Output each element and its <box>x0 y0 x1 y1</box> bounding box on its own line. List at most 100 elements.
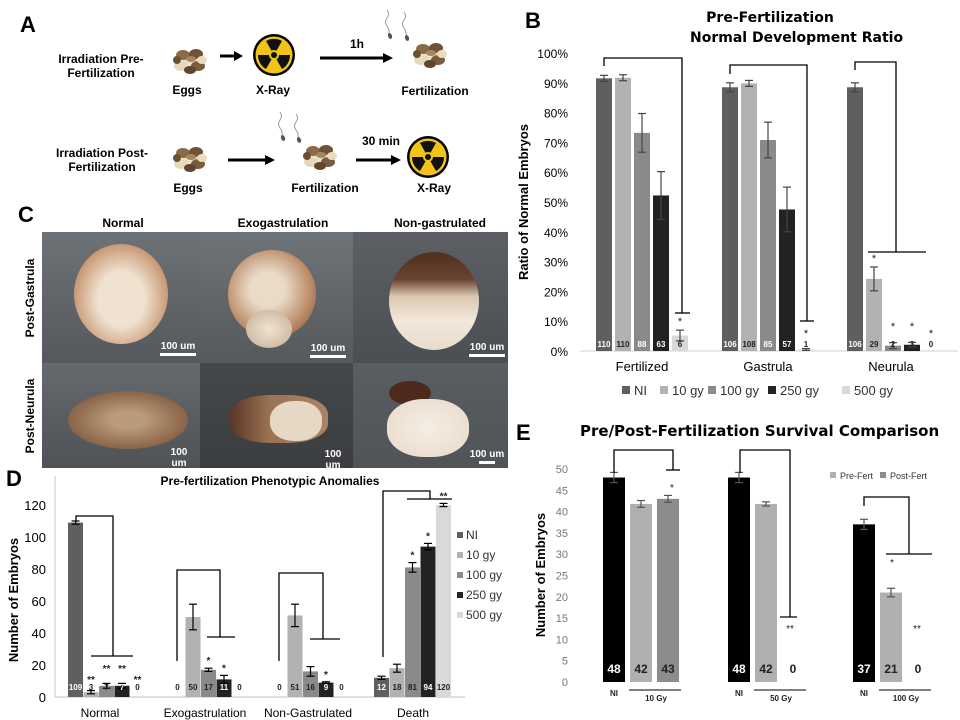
bar-NI-neurula <box>847 87 863 352</box>
significance-star: ** <box>118 664 126 675</box>
row2-label-line1: Irradiation Post- <box>55 146 148 160</box>
x-category-label: Non-Gastrulated <box>264 706 352 720</box>
legend-label: 250 gy <box>780 383 820 398</box>
bar-10gy-exogastrulation <box>185 617 201 697</box>
chart-b: 0% 10% 20% 30% 40% 50% 60% 70% 80% 90% 100% Ratio o… <box>516 47 958 398</box>
y-tick-label: 50% <box>544 196 568 210</box>
photo-column-non-gastrulated: Non-gastrulated <box>393 216 487 230</box>
bar-count-label: 37 <box>857 662 871 676</box>
scale-bar: 100 um <box>469 449 505 464</box>
bar-count-label: 42 <box>634 662 648 676</box>
legend-swatch <box>622 386 630 394</box>
row2-step2: Fertilization <box>291 181 359 195</box>
bar-10gy-gastrula <box>741 83 757 352</box>
row1-arrow-label: 1h <box>349 37 365 51</box>
scale-bar: 100 um <box>310 343 346 358</box>
bar-count-label: 0 <box>790 662 797 676</box>
bar-100gy-normal <box>99 685 114 697</box>
bar-10gy-death <box>389 668 405 697</box>
bar-100gy-fertilized <box>634 132 650 351</box>
y-tick-label: 80% <box>544 107 568 121</box>
y-tick-label: 25 <box>556 571 568 583</box>
bar-count-label: 0 <box>135 683 140 692</box>
bar-10gy-normal <box>83 692 99 697</box>
bar-ni-10gy <box>603 477 625 682</box>
bar-count-label: 63 <box>657 340 666 349</box>
chart-d-title: Pre-fertilization Phenotypic Anomalies <box>160 474 380 488</box>
exo-mass <box>246 310 292 348</box>
bar-post-fert-10gy <box>657 498 679 682</box>
bar-count-label: 16 <box>306 683 315 692</box>
legend-label: 500 gy <box>466 608 502 622</box>
significance-bracket <box>739 449 791 617</box>
bar-250gy-gastrula <box>779 209 795 351</box>
legend-label: 10 gy <box>672 383 704 398</box>
bar-pre-fert-50gy <box>755 503 777 682</box>
x-category-label: Fertilized <box>616 359 669 374</box>
legend-label: 10 gy <box>466 548 495 562</box>
bar-count-label: 109 <box>69 683 83 692</box>
ni-label: NI <box>735 689 743 698</box>
legend-swatch <box>457 572 463 578</box>
row1-step3: Fertilization <box>401 84 469 98</box>
bar-pre-fert-100gy <box>880 592 902 682</box>
legend-label: 100 gy <box>466 568 502 582</box>
x-category-label: Exogastrulation <box>164 706 247 720</box>
significance-bracket <box>382 490 431 657</box>
bar-count-label: 81 <box>408 683 417 692</box>
bar-100gy-non-gastrulated <box>303 671 318 697</box>
bar-count-label: 51 <box>291 683 300 692</box>
row2-label: Irradiation Post- Fertilization <box>50 146 154 174</box>
bar-count-label: 0 <box>277 683 282 692</box>
y-tick-label: 20 <box>556 592 568 604</box>
panel-a-diagram <box>173 9 449 178</box>
photo-non-gastrulated-post-neurula: 100 um <box>353 363 508 468</box>
y-tick-label: 90% <box>544 77 568 91</box>
panel-e-letter: E <box>516 420 531 445</box>
legend-swatch <box>457 612 463 618</box>
x-category-label: Death <box>397 706 429 720</box>
bar-count-label: 3 <box>910 340 915 349</box>
bar-count-label: 108 <box>742 340 756 349</box>
bar-100gy-gastrula <box>760 140 776 351</box>
significance-star: * <box>426 531 430 542</box>
y-tick-label: 30 <box>556 549 568 561</box>
bar-count-label: 0 <box>339 683 344 692</box>
significance-star: ** <box>87 675 95 686</box>
row2-step3: X-Ray <box>416 181 452 195</box>
exo-mass <box>270 401 322 441</box>
x-category-label: Gastrula <box>743 359 793 374</box>
bar-count-label: 0 <box>237 683 242 692</box>
significance-bracket <box>863 496 910 554</box>
row1-label-line2: Fertilization <box>67 66 135 80</box>
dose-label: 10 Gy <box>645 694 667 703</box>
significance-star: * <box>678 316 683 328</box>
bar-count-label: 57 <box>783 340 792 349</box>
y-tick-label: 60 <box>32 594 46 609</box>
y-tick-label: 50 <box>556 464 568 476</box>
bar-ni-50gy <box>728 477 750 682</box>
y-tick-label: 40 <box>556 507 568 519</box>
y-tick-label: 20% <box>544 285 568 299</box>
bar-250gy-neurula <box>904 344 920 351</box>
x-category-label: Normal <box>81 706 120 720</box>
bar-100gy-death <box>405 567 420 697</box>
bar-NI-normal <box>68 522 83 697</box>
legend-swatch <box>708 386 716 394</box>
embryo <box>387 399 469 457</box>
scale-bar: 100 um <box>316 449 350 468</box>
legend-label: 500 gy <box>854 383 894 398</box>
panel-d-letter: D <box>6 466 22 491</box>
chart-b-title-line2: Normal Development Ratio <box>690 30 904 46</box>
legend-swatch <box>880 472 886 478</box>
significance-star: * <box>670 483 674 494</box>
bar-count-label: 17 <box>204 683 213 692</box>
legend-label: Pre-Fert <box>840 471 874 481</box>
bar-250gy-death <box>420 546 436 697</box>
legend-swatch <box>457 592 463 598</box>
significance-star: ** <box>440 491 448 502</box>
bar-count-label: 12 <box>377 683 386 692</box>
photo-column-exogastrulation: Exogastrulation <box>237 216 329 230</box>
scale-bar: 100 um <box>160 341 196 356</box>
significance-star: ** <box>103 664 111 675</box>
